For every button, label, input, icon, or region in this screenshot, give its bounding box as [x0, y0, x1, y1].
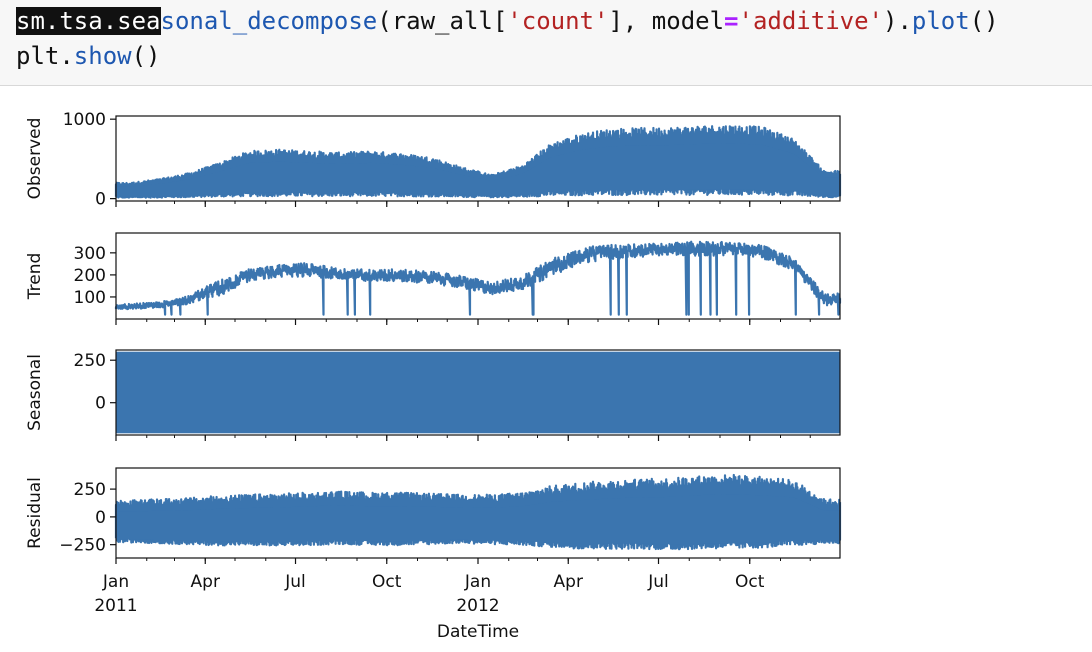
panel-observed: 0 1000 Observed [25, 110, 842, 210]
panel-residual: −250 0 250 Residual [25, 467, 842, 564]
code-call-end-2: () [131, 42, 161, 70]
seasonal-series-line [116, 351, 840, 434]
x-tick-label: Oct [372, 572, 402, 592]
residual-series-fill [116, 494, 840, 545]
y-tick-label: 1000 [63, 110, 106, 130]
code-args-mid: ], model [608, 7, 725, 35]
x-tick-year-label: 2012 [456, 596, 499, 616]
code-args-open: (raw_all[ [377, 7, 508, 35]
y-tick-label: 0 [95, 190, 106, 210]
x-tick-label: Jul [284, 572, 306, 592]
code-function-name: sonal_decompose [160, 7, 378, 35]
y-tick-label: 100 [74, 288, 106, 308]
y-tick-label: −250 [59, 536, 106, 556]
observed-series-fill [116, 143, 840, 197]
x-tick-label: Jan [102, 572, 129, 592]
code-function-show: show [73, 42, 132, 70]
code-line-1: sm.tsa.seasonal_decompose(raw_all['count… [16, 7, 999, 35]
y-axis-label: Trend [25, 253, 45, 301]
x-tick-label: Apr [191, 572, 220, 592]
code-line-2: plt.show() [16, 42, 161, 70]
code-cell[interactable]: sm.tsa.seasonal_decompose(raw_all['count… [0, 0, 1092, 86]
y-tick-label: 0 [95, 508, 106, 528]
y-axis-label: Observed [25, 118, 45, 200]
y-tick-label: 200 [74, 266, 106, 286]
y-tick-label: 300 [74, 244, 106, 264]
y-tick-label: 250 [74, 480, 106, 500]
x-tick-label: Apr [554, 572, 583, 592]
y-tick-label: 0 [95, 394, 106, 414]
code-function-plot: plot [911, 7, 970, 35]
y-tick-label: 250 [74, 351, 106, 371]
x-tick-label: Jul [647, 572, 669, 592]
y-axis-label: Residual [25, 477, 45, 549]
x-tick-label: Oct [735, 572, 765, 592]
code-string-additive: 'additive' [738, 7, 884, 35]
x-tick-year-label: 2011 [94, 596, 137, 616]
code-args-close: ). [883, 7, 912, 35]
code-string-count: 'count' [507, 7, 609, 35]
panel-seasonal: 0 250 Seasonal [25, 349, 841, 441]
selected-code-text: sm.tsa.sea [16, 7, 161, 35]
y-axis-label: Seasonal [25, 354, 45, 431]
x-tick-label: Jan [464, 572, 491, 592]
code-plt-object: plt. [16, 42, 74, 70]
trend-series-line [114, 240, 842, 316]
code-call-end: () [969, 7, 999, 35]
code-operator-equals: = [724, 7, 739, 35]
x-axis-label: DateTime [437, 622, 519, 642]
